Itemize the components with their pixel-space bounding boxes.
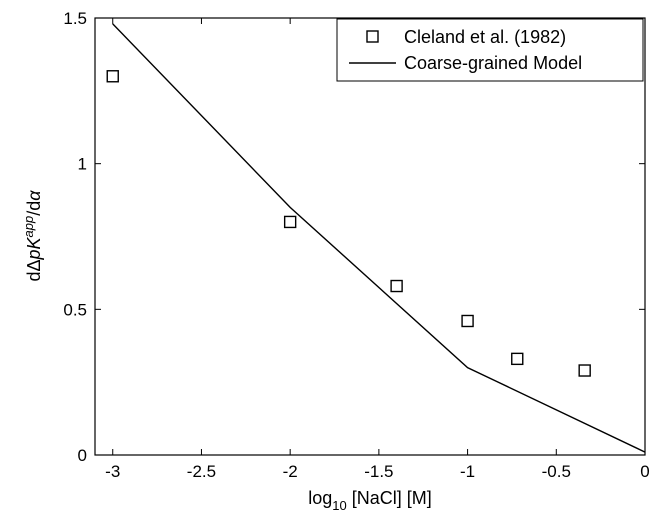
y-axis-label-superscript: app bbox=[21, 216, 36, 238]
series-layer bbox=[106, 23, 646, 453]
data-point-square bbox=[511, 352, 524, 366]
legend: Cleland et al. (1982) Coarse-grained Mod… bbox=[336, 18, 644, 82]
x-axis-label-suffix: [NaCl] [M] bbox=[347, 488, 432, 508]
data-point-square bbox=[390, 279, 403, 293]
data-point-square bbox=[461, 314, 474, 328]
model-line bbox=[112, 23, 646, 453]
y-axis-label-slash: /d bbox=[24, 201, 44, 216]
x-axis-label-subscript: 10 bbox=[332, 498, 346, 512]
y-axis-label-delta: Δ bbox=[24, 259, 44, 271]
y-tick-label: 0 bbox=[78, 446, 87, 465]
x-axis-label-prefix: log bbox=[308, 488, 332, 508]
y-tick-label: 1.5 bbox=[63, 9, 87, 28]
x-tick-label: 0 bbox=[640, 462, 649, 481]
x-tick-label: -0.5 bbox=[542, 462, 571, 481]
plot-frame bbox=[94, 17, 646, 456]
plot-area: -3 -2.5 -2 -1.5 -1 -0.5 0 0 0.5 1 1.5 bbox=[63, 9, 649, 481]
data-point-square bbox=[578, 364, 591, 377]
data-point-square bbox=[283, 215, 297, 229]
x-axis-ticks: -3 -2.5 -2 -1.5 -1 -0.5 0 bbox=[105, 18, 650, 481]
x-tick-label: -1 bbox=[460, 462, 475, 481]
y-axis-ticks: 0 0.5 1 1.5 bbox=[63, 9, 645, 465]
legend-label-model: Coarse-grained Model bbox=[404, 53, 582, 73]
x-tick-label: -2.5 bbox=[187, 462, 216, 481]
legend-marker-square bbox=[366, 30, 379, 43]
y-axis-label-prefix: d bbox=[24, 272, 44, 282]
legend-box bbox=[336, 18, 644, 82]
y-tick-label: 1 bbox=[78, 155, 87, 174]
y-tick-label: 0.5 bbox=[63, 300, 87, 319]
y-axis-label-alpha: α bbox=[24, 190, 44, 201]
x-tick-label: -3 bbox=[105, 462, 120, 481]
legend-label-cleland: Cleland et al. (1982) bbox=[404, 27, 566, 47]
data-point-square bbox=[106, 70, 119, 83]
x-tick-label: -1.5 bbox=[364, 462, 393, 481]
y-axis-label-pk: pK bbox=[24, 236, 44, 260]
x-axis-label: log10 [NaCl] [M] bbox=[308, 488, 432, 512]
y-axis-label: dΔpKapp/dα bbox=[21, 190, 44, 282]
x-tick-label: -2 bbox=[283, 462, 298, 481]
